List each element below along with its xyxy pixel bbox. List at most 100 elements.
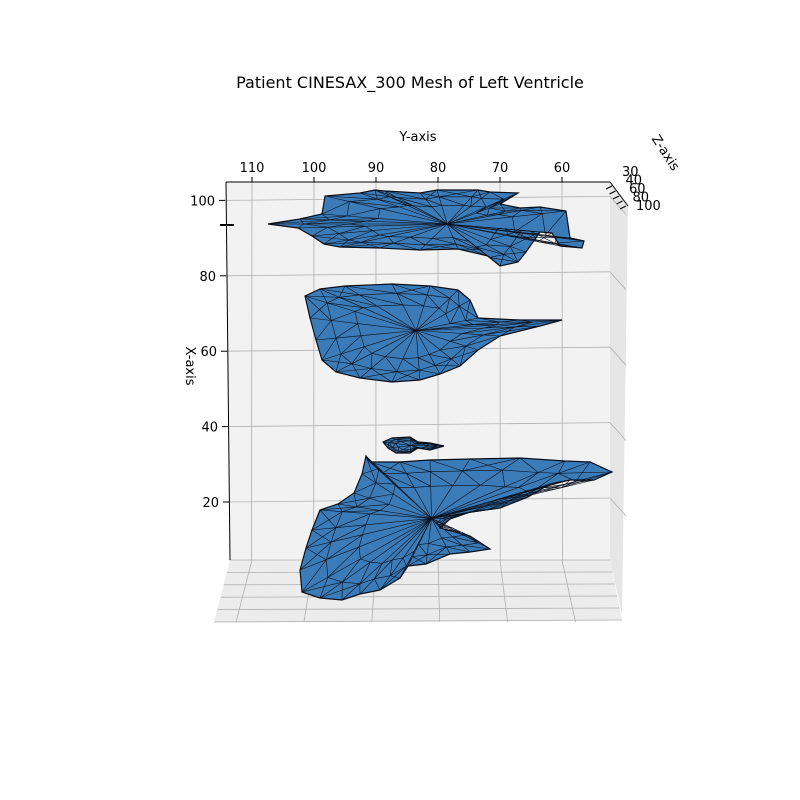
mesh-edge: [371, 368, 397, 372]
mesh-edge: [323, 239, 349, 245]
mesh-edge: [539, 206, 543, 214]
mesh-edge: [407, 205, 448, 225]
mesh-edge: [370, 510, 381, 515]
mesh-edge: [498, 214, 513, 218]
mesh-edge: [396, 293, 404, 306]
mesh-edge: [311, 226, 328, 237]
mesh-edge: [384, 356, 398, 372]
mesh-edge: [426, 443, 445, 447]
mesh-edge: [446, 546, 451, 555]
grid-line-x: [227, 422, 611, 427]
mesh-edge: [477, 317, 500, 323]
mesh-edge: [303, 220, 367, 225]
mesh-edge: [503, 246, 511, 255]
mesh-edge: [476, 212, 488, 216]
mesh-edge: [447, 223, 510, 237]
mesh-edge: [419, 365, 436, 371]
mesh-edge: [485, 244, 504, 255]
mesh-edge: [425, 554, 428, 565]
mesh-edge: [439, 358, 452, 375]
mesh-edge: [387, 447, 393, 449]
mesh-edge: [339, 239, 349, 248]
mesh-edge: [428, 354, 436, 366]
mesh-edge: [399, 205, 408, 208]
floor-grid-line: [235, 559, 253, 623]
mesh-edge: [369, 461, 383, 474]
mesh-edge: [299, 218, 330, 221]
mesh-edge: [425, 238, 433, 246]
mesh-edge: [410, 445, 415, 448]
mesh-edge: [376, 305, 417, 331]
mesh-edge: [426, 543, 429, 555]
mesh-edge: [485, 239, 491, 246]
y-axis-label: Y-axis: [398, 130, 436, 145]
mesh-edge: [447, 214, 499, 225]
mesh-edge: [441, 514, 453, 519]
mesh-edge: [499, 203, 506, 212]
mesh-edge: [400, 440, 411, 442]
mesh-edge: [395, 451, 400, 454]
mesh-edge: [504, 486, 519, 488]
mesh-edge: [459, 299, 471, 307]
mesh-edge: [419, 192, 440, 198]
mesh-edge: [503, 251, 527, 255]
mesh-edge: [438, 196, 465, 206]
mesh-edge: [416, 323, 451, 331]
mesh-edge: [395, 441, 401, 444]
mesh-edge: [431, 223, 448, 239]
side-pane: [610, 182, 628, 615]
mesh-edge: [364, 346, 373, 354]
mesh-edge: [498, 210, 506, 215]
mesh-edge: [449, 305, 460, 324]
mesh-edge: [335, 524, 366, 528]
mesh-edge: [542, 479, 595, 488]
floor-depth-line: [217, 607, 620, 610]
mesh-edge: [512, 216, 515, 232]
mesh-edge: [390, 565, 407, 576]
mesh-edge: [402, 304, 424, 307]
mesh-edge: [351, 346, 365, 364]
mesh-edge: [335, 338, 342, 355]
mesh-edge: [462, 542, 479, 546]
mesh-edge: [339, 294, 360, 298]
mesh-edge: [335, 354, 342, 373]
mesh-edge: [503, 254, 519, 263]
mesh-edge: [425, 243, 456, 246]
mesh-edge: [326, 559, 329, 578]
mesh-edge: [379, 223, 448, 236]
mesh-edge: [496, 321, 500, 325]
mesh-edge: [353, 492, 370, 499]
mesh-edge: [323, 233, 340, 245]
mesh-edge: [361, 468, 380, 475]
mesh-edge: [432, 205, 442, 208]
y-tick-label: 90: [368, 161, 385, 176]
mesh-edge: [315, 320, 332, 341]
mesh-edge: [359, 518, 432, 548]
mesh-edge: [418, 543, 429, 545]
mesh-edge: [384, 190, 426, 200]
mesh-edge: [471, 191, 491, 198]
mesh-edge: [364, 225, 373, 231]
mesh-edge: [575, 461, 591, 482]
mesh-edge: [484, 490, 527, 507]
mesh-edge: [356, 504, 389, 508]
mesh-edge: [425, 199, 433, 208]
mesh-edge: [359, 368, 372, 379]
mesh-edge: [331, 311, 356, 321]
mesh-edge: [360, 558, 371, 563]
floor-depth-line: [220, 595, 618, 598]
mesh-edge: [387, 447, 400, 452]
mesh-edge: [396, 293, 428, 296]
mesh-edge: [561, 479, 595, 488]
mesh-edge: [410, 236, 426, 246]
mesh-edge: [363, 307, 417, 331]
mesh-edge: [319, 288, 328, 304]
mesh-edge: [395, 443, 399, 448]
mesh-edge: [346, 201, 350, 217]
mesh-edge: [558, 461, 591, 474]
mesh-edge: [393, 236, 411, 244]
mesh-edge: [370, 518, 432, 563]
mesh-edge: [487, 210, 506, 216]
mesh-edge: [324, 195, 378, 200]
side-grid-line: [609, 271, 627, 291]
